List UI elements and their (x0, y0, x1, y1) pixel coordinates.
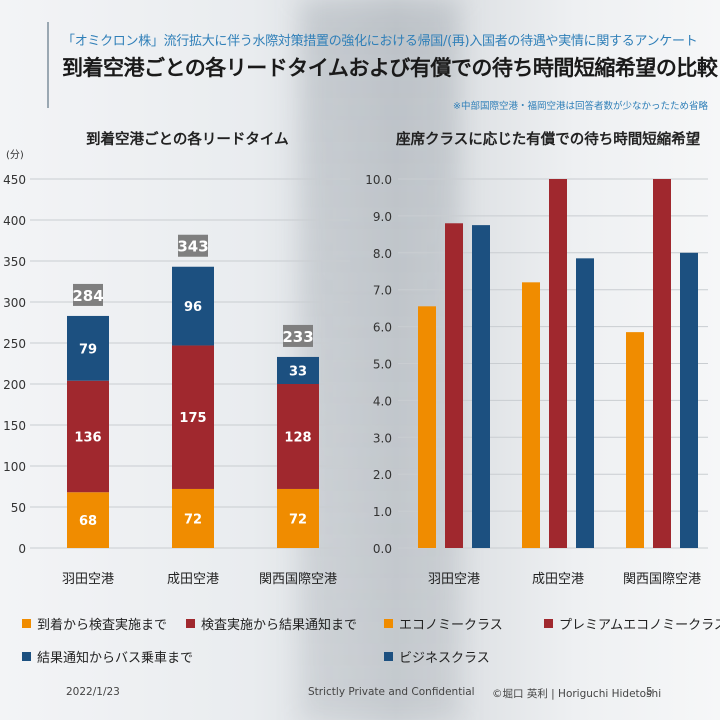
bar-value-label: 96 (184, 300, 202, 315)
bar (445, 223, 463, 548)
bar-segment (67, 380, 109, 493)
y-tick-label: 0 (18, 542, 26, 556)
x-category-label: 羽田空港 (428, 572, 480, 587)
y-tick-label: 5.0 (373, 358, 392, 372)
total-badge (283, 324, 313, 347)
y-tick-label: 4.0 (373, 394, 392, 408)
bar (472, 225, 490, 548)
total-label: 284 (72, 287, 103, 305)
y-tick-label: 8.0 (373, 247, 392, 261)
y-tick-label: 10.0 (365, 173, 392, 187)
bar-segment (277, 488, 319, 548)
x-category-label: 成田空港 (532, 572, 584, 587)
bar (522, 282, 540, 548)
bar-value-label: 175 (179, 411, 206, 426)
total-label: 233 (282, 328, 313, 346)
y-tick-label: 1.0 (373, 505, 392, 519)
survey-subtitle: 「オミクロン株」流行拡大に伴う水際対策措置の強化における帰国/(再)入国者の待遇… (62, 34, 698, 49)
footer-page-number: 5 (646, 686, 653, 698)
bar (549, 179, 567, 548)
y-tick-label: 250 (3, 337, 26, 351)
bar (626, 332, 644, 548)
legend-swatch (22, 652, 31, 661)
y-tick-label: 200 (3, 378, 26, 392)
bar (680, 252, 698, 549)
left-chart-title: 到着空港ごとの各リードタイム (86, 132, 289, 148)
bar (653, 179, 671, 548)
y-tick-label: 7.0 (373, 284, 392, 298)
bar-value-label: 136 (74, 430, 101, 445)
bar-value-label: 68 (79, 514, 97, 529)
bar-value-label: 128 (284, 430, 311, 445)
x-category-label: 関西国際空港 (623, 572, 701, 587)
footer-copyright: ©堀口 英利 | Horiguchi Hidetoshi (492, 688, 662, 700)
total-badge (178, 234, 208, 257)
legend-item-arrival-to-test: 到着から検査実施まで (22, 614, 167, 633)
legend-item-business: ビジネスクラス (384, 647, 490, 666)
bar-segment (67, 315, 109, 381)
y-tick-label: 6.0 (373, 321, 392, 335)
bar-segment (67, 492, 109, 548)
page-title: 到着空港ごとの各リードタイムおよび有償での待ち時間短縮希望の比較 (62, 56, 718, 80)
legend-swatch (384, 619, 393, 628)
x-category-label: 羽田空港 (62, 572, 114, 587)
footer-date: 2022/1/23 (66, 686, 120, 698)
y-tick-label: 400 (3, 214, 26, 228)
legend-swatch (544, 619, 553, 628)
x-category-label: 成田空港 (167, 572, 219, 587)
omission-note: ※中部国際空港・福岡空港は回答者数が少なかったため省略 (453, 101, 708, 112)
legend-swatch (22, 619, 31, 628)
y-tick-label: 0.0 (373, 542, 392, 556)
bar-value-label: 72 (289, 512, 307, 527)
bar-value-label: 72 (184, 512, 202, 527)
y-tick-label: 50 (11, 501, 26, 515)
y-tick-label: 300 (3, 296, 26, 310)
bar-segment (172, 345, 214, 489)
bar-segment (172, 266, 214, 346)
y-tick-label: 3.0 (373, 431, 392, 445)
legend-item-test-to-result: 検査実施から結果通知まで (186, 614, 357, 633)
y-tick-label: 150 (3, 419, 26, 433)
title-accent-line (47, 22, 49, 108)
bar-value-label: 79 (79, 342, 97, 357)
y-tick-label: 450 (3, 173, 26, 187)
bar-segment (277, 356, 319, 384)
bar-segment (277, 384, 319, 489)
footer-confidential: Strictly Private and Confidential (308, 686, 475, 698)
y-tick-label: 350 (3, 255, 26, 269)
total-label: 343 (177, 238, 208, 256)
legend-swatch (186, 619, 195, 628)
bar (418, 306, 436, 548)
legend-item-result-to-bus: 結果通知からバス乗車まで (22, 647, 193, 666)
bar-value-label: 33 (289, 364, 307, 379)
legend-swatch (384, 652, 393, 661)
total-badge (73, 283, 103, 306)
y-tick-label: 9.0 (373, 210, 392, 224)
legend-item-economy: エコノミークラス (384, 614, 503, 633)
bar-segment (172, 488, 214, 548)
x-category-label: 関西国際空港 (259, 572, 337, 587)
y-tick-label: 100 (3, 460, 26, 474)
y-axis-unit: (分) (6, 149, 24, 161)
legend-item-premium-economy: プレミアムエコノミークラス (544, 614, 720, 633)
right-chart-title: 座席クラスに応じた有償での待ち時間短縮希望 (396, 132, 701, 148)
bar (576, 258, 594, 548)
y-tick-label: 2.0 (373, 468, 392, 482)
